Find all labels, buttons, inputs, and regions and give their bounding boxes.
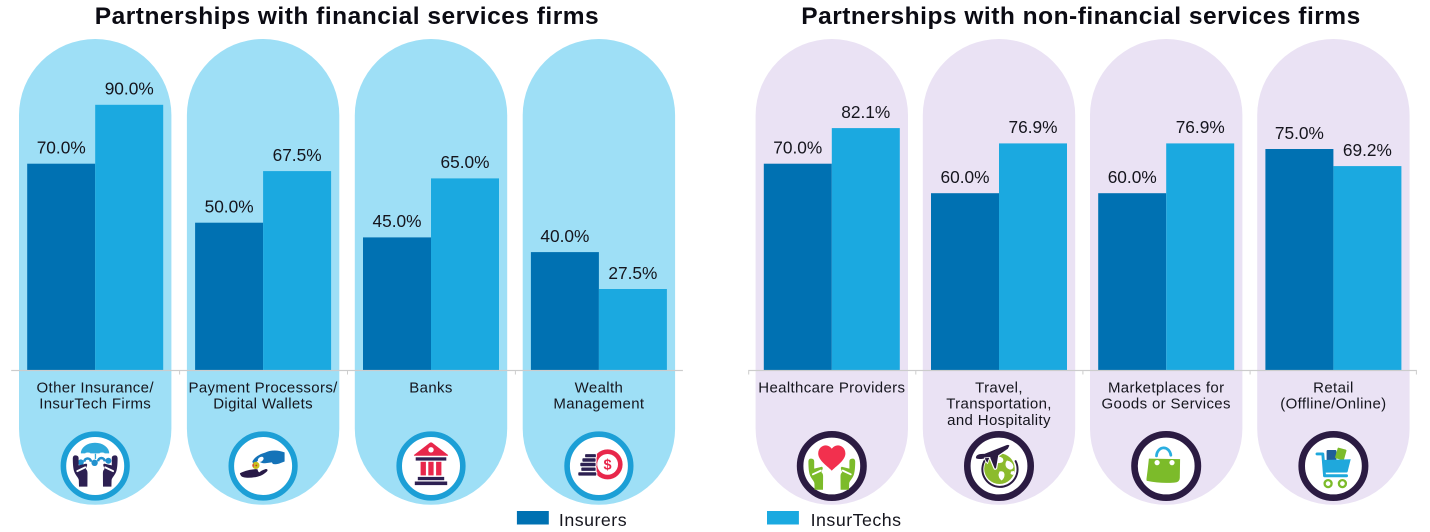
svg-text:Banks: Banks xyxy=(409,379,452,396)
svg-text:Healthcare Providers: Healthcare Providers xyxy=(758,379,905,396)
svg-text:50.0%: 50.0% xyxy=(205,197,254,217)
svg-text:Payment Processors/: Payment Processors/ xyxy=(188,379,338,396)
svg-text:27.5%: 27.5% xyxy=(608,263,657,283)
svg-text:70.0%: 70.0% xyxy=(37,138,86,158)
svg-text:45.0%: 45.0% xyxy=(372,211,421,231)
svg-text:70.0%: 70.0% xyxy=(773,138,822,158)
svg-text:76.9%: 76.9% xyxy=(1008,117,1057,137)
svg-text:Retail: Retail xyxy=(1313,379,1353,396)
svg-text:69.2%: 69.2% xyxy=(1343,140,1392,160)
svg-text:Partnerships with non-financia: Partnerships with non-financial services… xyxy=(801,3,1360,30)
svg-text:60.0%: 60.0% xyxy=(940,167,989,187)
svg-text:Partnerships with financial se: Partnerships with financial services fir… xyxy=(95,3,599,30)
svg-text:Goods or Services: Goods or Services xyxy=(1102,396,1231,413)
svg-text:Digital Wallets: Digital Wallets xyxy=(213,396,313,413)
svg-text:67.5%: 67.5% xyxy=(273,145,322,165)
svg-text:Wealth: Wealth xyxy=(575,379,624,396)
svg-text:Marketplaces for: Marketplaces for xyxy=(1108,379,1224,396)
svg-text:Management: Management xyxy=(553,396,645,413)
svg-text:Transportation,: Transportation, xyxy=(946,396,1052,413)
svg-text:90.0%: 90.0% xyxy=(105,79,154,99)
svg-text:75.0%: 75.0% xyxy=(1275,123,1324,143)
svg-text:82.1%: 82.1% xyxy=(841,102,890,122)
svg-text:Travel,: Travel, xyxy=(975,379,1023,396)
svg-text:Insurers: Insurers xyxy=(559,510,627,530)
svg-text:InsurTechs: InsurTechs xyxy=(811,510,902,530)
svg-text:Other Insurance/: Other Insurance/ xyxy=(37,379,155,396)
svg-text:InsurTech Firms: InsurTech Firms xyxy=(39,396,151,413)
svg-text:76.9%: 76.9% xyxy=(1176,117,1225,137)
svg-text:40.0%: 40.0% xyxy=(540,226,589,246)
svg-text:$: $ xyxy=(604,458,612,474)
svg-text:65.0%: 65.0% xyxy=(440,152,489,172)
svg-text:60.0%: 60.0% xyxy=(1108,167,1157,187)
svg-text:(Offline/Online): (Offline/Online) xyxy=(1280,396,1386,413)
svg-text:and Hospitality: and Hospitality xyxy=(947,412,1051,429)
